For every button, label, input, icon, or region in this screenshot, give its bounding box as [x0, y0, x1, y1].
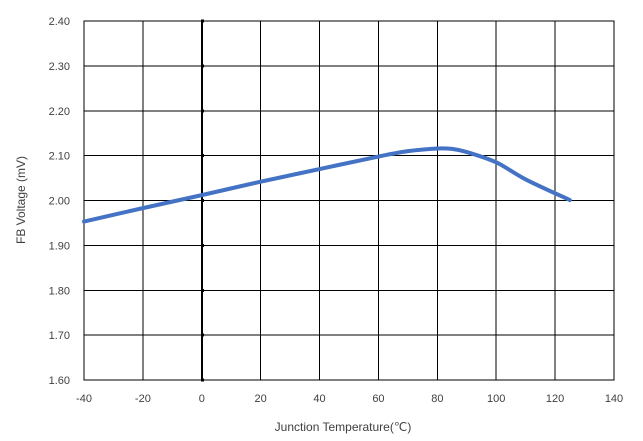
x-axis-title: Junction Temperature(℃): [275, 420, 412, 434]
y-tick-label: 1.80: [49, 285, 70, 297]
y-tick-label: 2.00: [49, 196, 70, 208]
series: [82, 146, 572, 224]
y-tick-label: 1.90: [49, 240, 70, 252]
x-tick-label: 20: [255, 393, 267, 405]
y-tick-label: 2.20: [49, 106, 70, 118]
x-tick-label: 80: [431, 393, 443, 405]
axes: [83, 19, 615, 382]
y-tick-label: 2.40: [49, 16, 70, 28]
y-tick-label: 1.70: [49, 330, 70, 342]
x-tick-label: 40: [313, 393, 325, 405]
x-tick-label: -40: [76, 393, 92, 405]
y-tick-label: 1.60: [49, 375, 70, 387]
x-tick-label: 120: [546, 393, 564, 405]
series-line: [82, 146, 572, 224]
x-tick-label: 100: [487, 393, 505, 405]
y-tick-label: 2.10: [49, 151, 70, 163]
plot-frame: [83, 20, 615, 381]
tick-labels: -40 -20 0 20 40 60 80 100 120 140 1.60 1.70 1.80 1.90…: [49, 16, 624, 405]
x-tick-label: 0: [199, 393, 205, 405]
x-tick-label: 140: [605, 393, 623, 405]
x-tick-label: -20: [135, 393, 151, 405]
x-tick-label: 60: [372, 393, 384, 405]
y-tick-label: 2.30: [49, 61, 70, 73]
grid: [83, 20, 615, 381]
y-axis-title: FB Voltage (mV): [14, 156, 28, 244]
